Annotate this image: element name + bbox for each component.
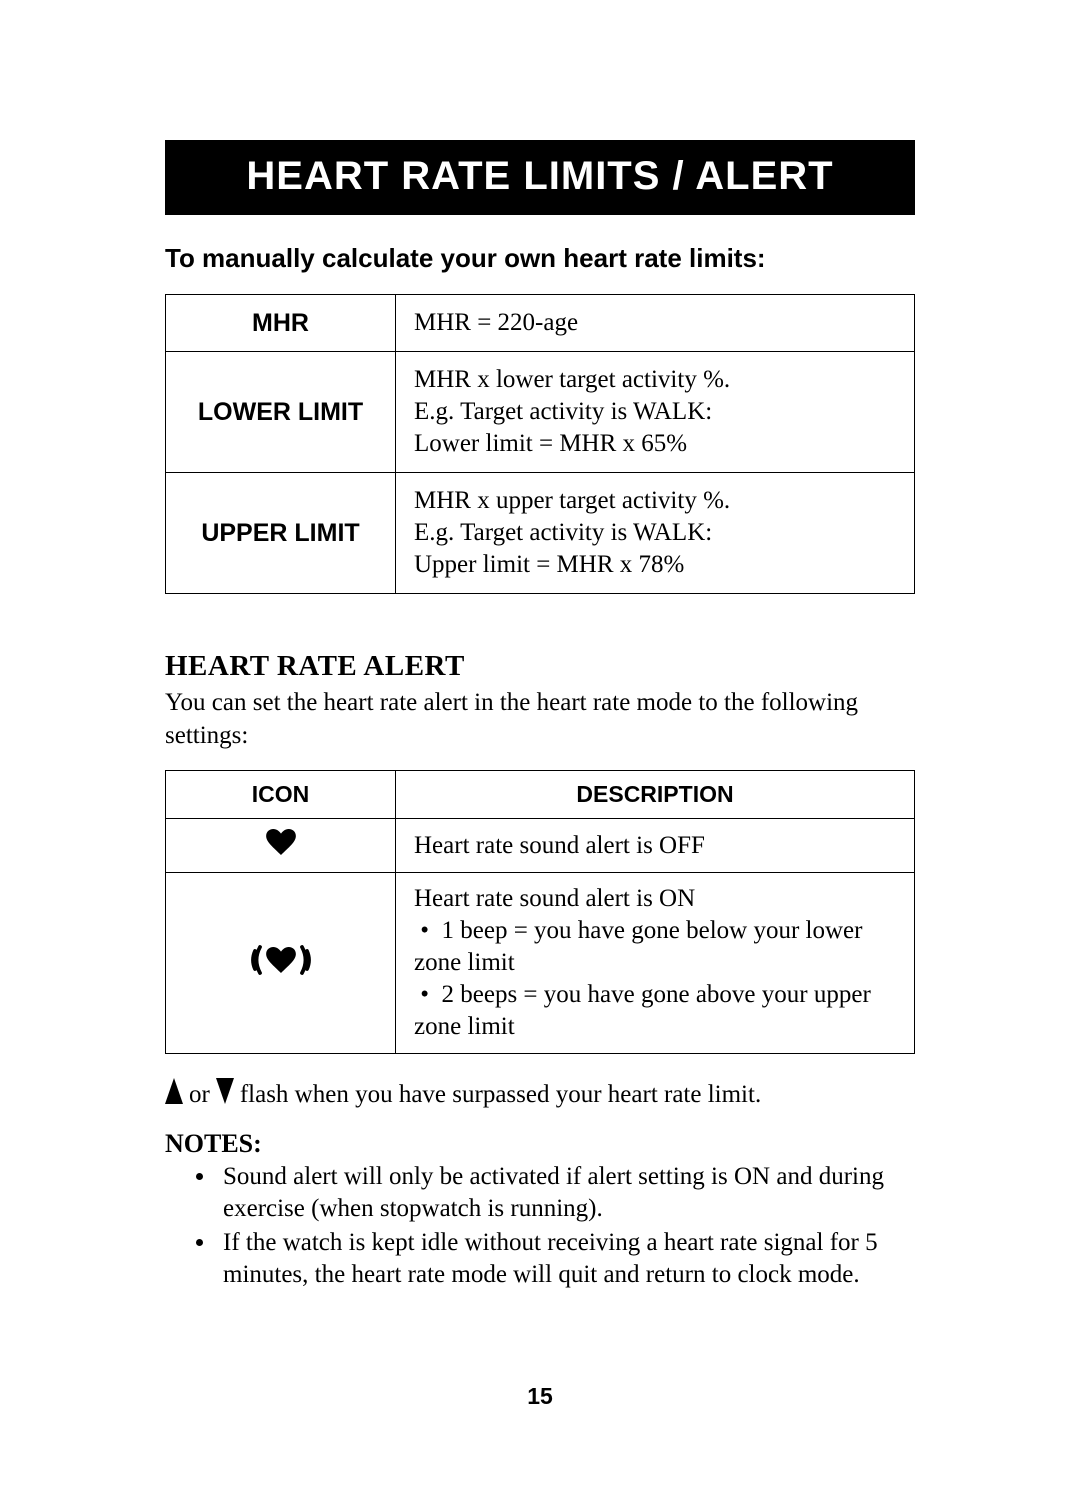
limits-label-mhr: MHR [166,295,396,352]
table-row: MHR MHR = 220-age [166,295,915,352]
table-header-row: ICON DESCRIPTION [166,771,915,819]
sound-arc-right-icon [299,945,312,975]
table-row: UPPER LIMIT MHR x upper target activity … [166,473,915,594]
flash-or: or [189,1081,210,1109]
intro-text: To manually calculate your own heart rat… [165,243,915,274]
triangle-down-icon [216,1078,234,1111]
alert-section-title: HEART RATE ALERT [165,650,915,683]
icon-cell-heart-off [166,819,396,873]
alerts-table: ICON DESCRIPTION Heart rate sound alert … [165,770,915,1054]
alerts-desc-on: Heart rate sound alert is ON • 1 beep = … [396,873,915,1054]
heart-icon [266,829,296,862]
heart-sound-icon [250,945,312,975]
table-row: Heart rate sound alert is OFF [166,819,915,873]
notes-list: Sound alert will only be activated if al… [165,1161,915,1291]
limits-label-lower: LOWER LIMIT [166,352,396,473]
flash-line: or flash when you have surpassed your he… [165,1078,915,1111]
limits-text-mhr: MHR = 220-age [396,295,915,352]
alerts-header-icon: ICON [166,771,396,819]
alerts-bullet-2: 2 beeps = you have gone above your upper… [414,981,871,1040]
table-row: Heart rate sound alert is ON • 1 beep = … [166,873,915,1054]
list-item: If the watch is kept idle without receiv… [217,1227,915,1291]
limits-label-upper: UPPER LIMIT [166,473,396,594]
page-number: 15 [165,1383,915,1410]
flash-tail: flash when you have surpassed your heart… [240,1081,761,1109]
table-row: LOWER LIMIT MHR x lower target activity … [166,352,915,473]
icon-cell-heart-on [166,873,396,1054]
alerts-bullet-1: 1 beep = you have gone below your lower … [414,917,862,976]
page-title-bar: HEART RATE LIMITS / ALERT [165,140,915,215]
notes-title: NOTES: [165,1129,915,1159]
heart-icon [266,947,296,973]
triangle-up-icon [165,1078,183,1111]
alerts-header-desc: DESCRIPTION [396,771,915,819]
limits-table: MHR MHR = 220-age LOWER LIMIT MHR x lowe… [165,294,915,594]
alert-section-body: You can set the heart rate alert in the … [165,687,915,752]
limits-text-lower: MHR x lower target activity %. E.g. Targ… [396,352,915,473]
alerts-desc-off: Heart rate sound alert is OFF [396,819,915,873]
limits-text-upper: MHR x upper target activity %. E.g. Targ… [396,473,915,594]
alerts-desc-on-text: Heart rate sound alert is ON [414,885,695,912]
page: HEART RATE LIMITS / ALERT To manually ca… [0,0,1080,1410]
sound-arc-left-icon [250,945,263,975]
list-item: Sound alert will only be activated if al… [217,1161,915,1225]
